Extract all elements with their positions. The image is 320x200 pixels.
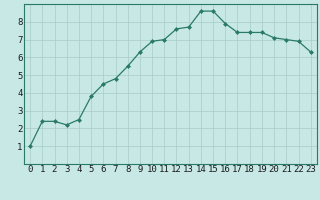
Text: Humidex (Indice chaleur): Humidex (Indice chaleur) [85, 185, 235, 195]
